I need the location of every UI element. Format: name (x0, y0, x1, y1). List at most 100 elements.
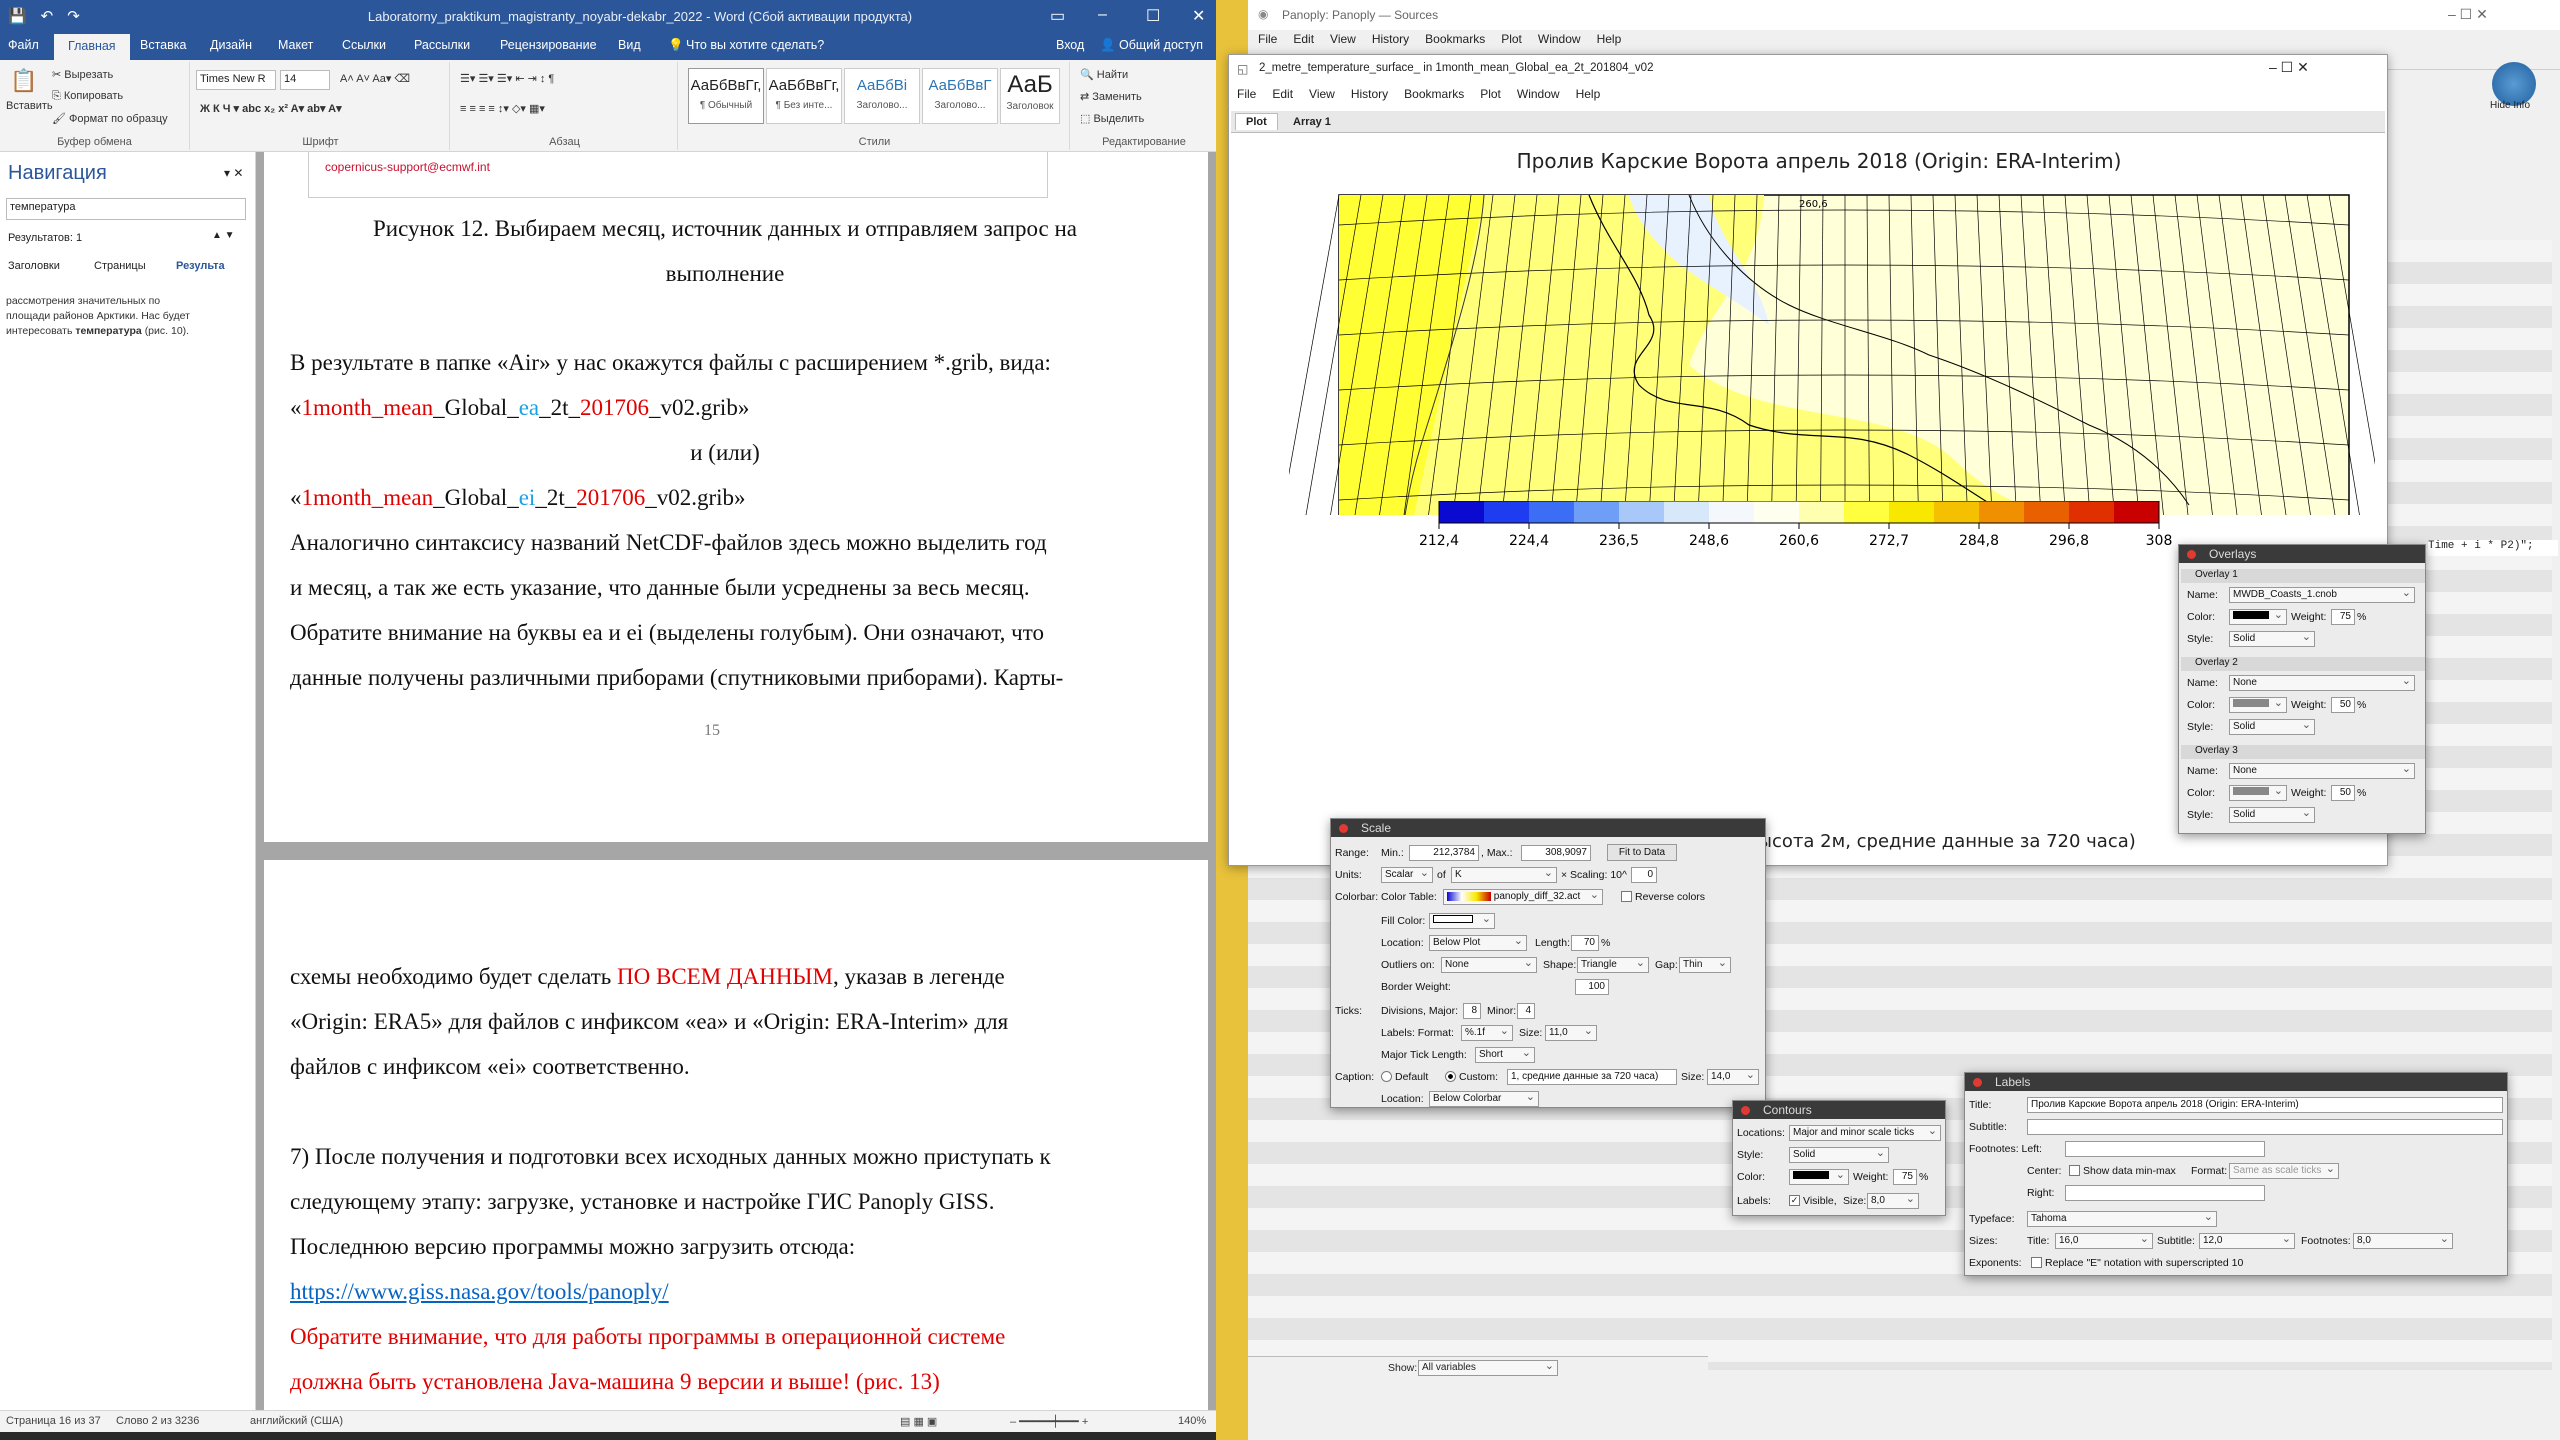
nav-tab-pages[interactable]: Страницы (94, 260, 146, 272)
zoom-slider[interactable]: – ━━━━━┿━━━ + (1010, 1416, 1089, 1428)
quick-access-icons[interactable]: 💾↶↷ (8, 8, 94, 25)
unit-select[interactable]: K (1451, 867, 1557, 883)
close-icon[interactable]: ✕ (1192, 8, 1206, 25)
format-select[interactable]: Same as scale ticks (2229, 1163, 2339, 1179)
sources-window-controls[interactable]: – ☐ ✕ (2448, 6, 2488, 22)
overlay-2-weight[interactable]: 50 (2331, 697, 2355, 713)
footnotes-size-select[interactable]: 8,0 (2353, 1233, 2453, 1249)
list-icons[interactable]: ☰▾ ☰▾ ☰▾ ⇤ ⇥ ↕ ¶ (460, 73, 555, 85)
word-count[interactable]: Слово 2 из 3236 (116, 1415, 200, 1427)
find-button[interactable]: 🔍 Найти (1080, 69, 1129, 81)
align-icons[interactable]: ≡ ≡ ≡ ≡ ↕▾ ◇▾ ▦▾ (460, 103, 545, 115)
cut-button[interactable]: ✂ Вырезать (52, 69, 114, 81)
overlay-2-color-select[interactable] (2229, 697, 2287, 713)
menu-bookmarks[interactable]: Bookmarks (1404, 87, 1465, 101)
select-button[interactable]: ⬚ Выделить (1080, 113, 1145, 125)
tab-layout[interactable]: Макет (278, 38, 314, 52)
min-input[interactable]: 212,3784 (1409, 845, 1479, 861)
maximize-icon[interactable]: ☐ (1146, 8, 1161, 25)
default-radio[interactable] (1381, 1071, 1392, 1082)
shape-select[interactable]: Triangle (1577, 957, 1649, 973)
paste-icon[interactable]: 📋 (10, 68, 38, 93)
title-input[interactable]: Пролив Карские Ворота апрель 2018 (Origi… (2027, 1097, 2503, 1113)
tab-plot[interactable]: Plot (1235, 113, 1278, 130)
tab-review[interactable]: Рецензирование (500, 38, 597, 52)
nav-search-input[interactable]: температура (6, 198, 246, 220)
page-count[interactable]: Страница 16 из 37 (6, 1415, 101, 1427)
length-input[interactable]: 70 (1571, 935, 1599, 951)
zoom-level[interactable]: 140% (1178, 1415, 1207, 1427)
menu-help[interactable]: Help (1575, 87, 1601, 101)
overlay-1-weight[interactable]: 75 (2331, 609, 2355, 625)
replace-button[interactable]: ⇄ Заменить (1080, 91, 1142, 103)
nav-close-icon[interactable]: ▾ ✕ (224, 166, 244, 180)
custom-caption-input[interactable]: 1, средние данные за 720 часа) (1507, 1069, 1677, 1085)
footnote-left-input[interactable] (2065, 1141, 2265, 1157)
view-icons[interactable]: ▤ ▦ ▣ (900, 1416, 938, 1428)
nav-tab-results[interactable]: Результа (176, 260, 225, 272)
tab-file[interactable]: Файл (8, 38, 39, 52)
overlay-3-name-select[interactable]: None (2229, 763, 2415, 779)
tab-array[interactable]: Array 1 (1293, 116, 1331, 128)
signin-link[interactable]: Вход (1056, 38, 1085, 52)
units-select[interactable]: Scalar (1381, 867, 1433, 883)
show-minmax-checkbox[interactable] (2069, 1165, 2080, 1176)
exponents-checkbox[interactable] (2031, 1257, 2042, 1268)
menu-edit[interactable]: Edit (1293, 32, 1315, 46)
tab-insert[interactable]: Вставка (140, 38, 187, 52)
overlay-3-color-select[interactable] (2229, 785, 2287, 801)
share-button[interactable]: 👤 Общий доступ (1100, 38, 1204, 52)
overlay-2-style-select[interactable]: Solid (2229, 719, 2315, 735)
panoply-link[interactable]: https://www.giss.nasa.gov/tools/panoply/ (290, 1279, 669, 1304)
tab-mailings[interactable]: Рассылки (414, 38, 471, 52)
close-icon[interactable] (1339, 824, 1348, 833)
tell-me-input[interactable]: Что вы хотите сделать? (686, 38, 825, 52)
font-name-select[interactable]: Times New R (196, 70, 276, 90)
typeface-select[interactable]: Tahoma (2027, 1211, 2217, 1227)
color-select[interactable] (1789, 1169, 1849, 1185)
size-select[interactable]: 8,0 (1867, 1193, 1919, 1209)
menu-edit[interactable]: Edit (1272, 87, 1294, 101)
major-tick-length-select[interactable]: Short (1475, 1047, 1535, 1063)
font-size-select[interactable]: 14 (280, 70, 330, 90)
custom-radio[interactable] (1445, 1071, 1456, 1082)
visible-checkbox[interactable]: ✓ (1789, 1195, 1800, 1206)
location-select[interactable]: Below Plot (1429, 935, 1527, 951)
plot-window-controls[interactable]: – ☐ ✕ (2269, 59, 2309, 75)
outliers-select[interactable]: None (1441, 957, 1537, 973)
tab-references[interactable]: Ссылки (342, 38, 387, 52)
border-weight-input[interactable]: 100 (1575, 979, 1609, 995)
subtitle-input[interactable] (2027, 1119, 2503, 1135)
style-no-spacing[interactable]: АаБбВвГг, ¶ Без инте... (766, 68, 842, 124)
tab-design[interactable]: Дизайн (210, 38, 253, 52)
close-icon[interactable] (1973, 1078, 1982, 1087)
overlay-3-style-select[interactable]: Solid (2229, 807, 2315, 823)
major-input[interactable]: 8 (1463, 1003, 1481, 1019)
menu-file[interactable]: File (1237, 87, 1257, 101)
language[interactable]: английский (США) (250, 1415, 344, 1427)
menu-bookmarks[interactable]: Bookmarks (1425, 32, 1486, 46)
nav-prev-next-icon[interactable]: ▲ ▼ (212, 230, 235, 241)
overlay-1-name-select[interactable]: MWDB_Coasts_1.cnob (2229, 587, 2415, 603)
locations-select[interactable]: Major and minor scale ticks (1789, 1125, 1941, 1141)
fit-to-data-button[interactable]: Fit to Data (1607, 844, 1677, 861)
footnote-right-input[interactable] (2065, 1185, 2265, 1201)
minimize-icon[interactable]: – (1098, 6, 1107, 23)
caption-size-select[interactable]: 14,0 (1707, 1069, 1759, 1085)
style-title[interactable]: АаБ Заголовок (1000, 68, 1060, 124)
weight-input[interactable]: 75 (1893, 1169, 1917, 1185)
ribbon-display-icon[interactable]: ▭ (1050, 8, 1066, 25)
font-format-icons[interactable]: Ж К Ч ▾ abc x₂ x² A▾ ab▾ A▾ (200, 103, 342, 115)
close-icon[interactable] (1741, 1106, 1750, 1115)
paste-button[interactable]: Вставить (6, 100, 53, 112)
caption-location-select[interactable]: Below Colorbar (1429, 1091, 1539, 1107)
menu-window[interactable]: Window (1516, 87, 1560, 101)
hide-info-button[interactable]: Hide Info (2490, 100, 2531, 111)
max-input[interactable]: 308,9097 (1521, 845, 1591, 861)
copy-button[interactable]: ⎘ Копировать (52, 90, 124, 102)
minor-input[interactable]: 4 (1517, 1003, 1535, 1019)
overlay-1-header[interactable]: Overlay 1 (2181, 569, 2425, 583)
style-heading2[interactable]: АаБбВвГ Заголово... (922, 68, 998, 124)
menu-view[interactable]: View (1309, 87, 1335, 101)
menu-help[interactable]: Help (1596, 32, 1622, 46)
